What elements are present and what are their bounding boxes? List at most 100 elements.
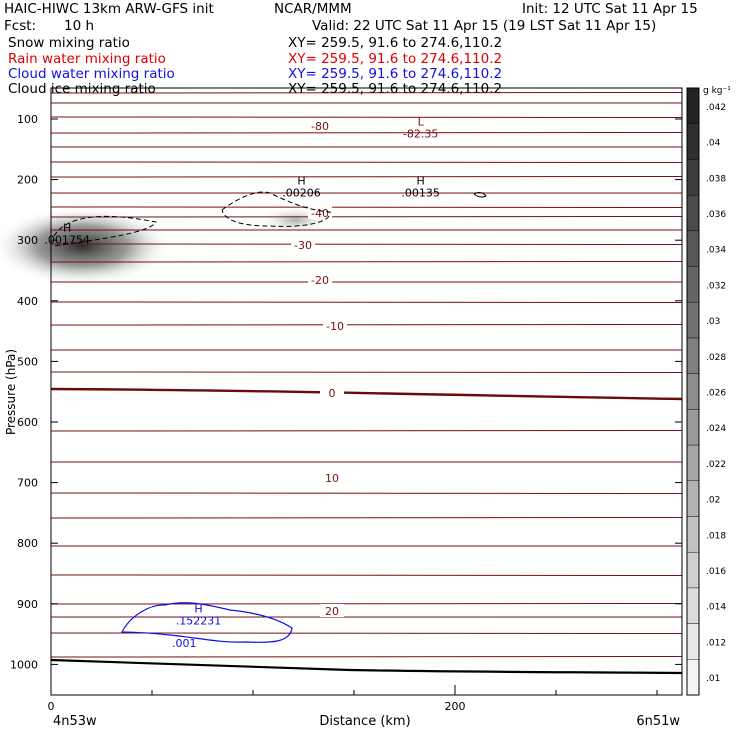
isotherm-label-bg [308, 273, 332, 286]
isotherm-line [50, 430, 683, 432]
colorbar-swatch [686, 194, 700, 232]
model-title: HAIC-HIWC 13km ARW-GFS init [4, 1, 214, 17]
colorbar-swatch [686, 659, 700, 696]
isotherm-line [50, 517, 683, 519]
isotherm-label: 0 [329, 387, 336, 400]
isotherm-label-bg [320, 471, 344, 484]
valid-time: Valid: 22 UTC Sat 11 Apr 15 (19 LST Sat … [312, 18, 657, 34]
colorbar-label: .022 [706, 460, 726, 470]
y-tick-label: 200 [17, 174, 38, 187]
colorbar-swatch [686, 409, 700, 446]
field-name-rain: Rain water mixing ratio [8, 51, 166, 67]
y-tick-label: 300 [17, 234, 38, 247]
colorbar-label: .042 [706, 103, 726, 113]
colorbar-swatch [686, 266, 700, 303]
colorbar-swatch [686, 123, 700, 160]
y-tick-label: 100 [17, 113, 38, 126]
colorbar-frame [686, 87, 700, 696]
extremum-value: .001754 [44, 233, 90, 246]
y-tick-label: 800 [17, 537, 38, 550]
high-marker: H.152231 [176, 603, 222, 628]
field-xy-rain: XY= 259.5, 91.6 to 274.6,110.2 [288, 51, 503, 67]
y-tick-label: 600 [17, 416, 38, 429]
isotherm-zero-line [50, 387, 683, 401]
isotherm-line [50, 132, 683, 134]
colorbar-swatch [686, 159, 700, 196]
snow-contour [473, 191, 487, 198]
isotherm-label: -80 [311, 120, 329, 133]
colorbar-label: .012 [706, 638, 726, 648]
forecast-hour: 10 h [64, 18, 95, 34]
field-name-cloud-water: Cloud water mixing ratio [8, 66, 175, 82]
colorbar-label: .014 [706, 603, 726, 613]
isotherm-line [50, 371, 683, 373]
isotherm-line [50, 216, 683, 218]
x-tick-label: 200 [445, 700, 466, 713]
isotherm-line [50, 176, 683, 178]
isotherm-line [50, 92, 683, 94]
low-marker: L-82.35 [403, 115, 438, 140]
org-label: NCAR/MMM [274, 1, 352, 17]
colorbar-label: .018 [706, 531, 726, 541]
high-marker: H.00135 [401, 175, 440, 200]
isotherm-label: 10 [325, 472, 339, 485]
isotherm-label-bg [323, 319, 347, 332]
y-tick-label: 700 [17, 477, 38, 490]
isotherm-label: 20 [325, 605, 339, 618]
high-marker: H.001754 [44, 221, 90, 246]
cloud-water-contour-layer: .001 [121, 602, 293, 650]
isotherm-line [50, 603, 683, 605]
isotherm-line [50, 243, 683, 245]
isotherm-label: -10 [326, 320, 344, 333]
isotherm-line [50, 161, 683, 163]
colorbar-label: .03 [706, 317, 720, 327]
surface-line [50, 658, 683, 675]
extremum-type: L [418, 115, 425, 128]
isotherm-line [50, 116, 683, 118]
field-xy-snow: XY= 259.5, 91.6 to 274.6,110.2 [288, 35, 503, 51]
y-tick-label: 900 [17, 598, 38, 611]
isotherm-line [50, 656, 683, 658]
extremum-type: H [63, 221, 71, 234]
init-time: Init: 12 UTC Sat 11 Apr 15 [522, 1, 698, 17]
isotherm-line [50, 301, 683, 303]
isotherm-line [50, 324, 683, 326]
colorbar-swatch [686, 480, 700, 517]
field-xy-cloud-water: XY= 259.5, 91.6 to 274.6,110.2 [288, 66, 503, 82]
extremum-value: .00206 [282, 187, 321, 200]
colorbar-swatch [686, 444, 700, 481]
colorbar-swatch [686, 373, 700, 410]
isotherm-line [50, 261, 683, 263]
x-right-endpoint: 6n51w [636, 714, 680, 729]
isotherm-label-bg [320, 604, 344, 617]
extremum-value: .00135 [401, 187, 440, 200]
y-tick-label: 400 [17, 295, 38, 308]
extremum-type: H [417, 175, 425, 188]
isotherm-label-bg [291, 238, 315, 251]
snow-contour-layer [53, 191, 487, 247]
colorbar-label: .02 [706, 496, 720, 506]
colorbar-unit: g kg⁻¹ [703, 86, 731, 96]
isotherm-line [50, 574, 683, 576]
colorbar-swatch [686, 230, 700, 267]
colorbar-swatch [686, 337, 700, 374]
colorbar-swatch [686, 516, 700, 553]
colorbar-label: .036 [706, 210, 726, 220]
y-tick-label: 500 [17, 355, 38, 368]
isotherm-line [50, 492, 683, 494]
colorbar-swatch [686, 587, 700, 624]
snow-contour [53, 215, 157, 247]
snow-contour [221, 191, 331, 227]
plot-frame [50, 87, 683, 696]
colorbar-label: .04 [706, 139, 721, 149]
extremum-type: H [194, 603, 202, 616]
colorbar-label: .024 [706, 424, 726, 434]
high-marker: H.00206 [282, 175, 321, 200]
extremum-value: -82.35 [403, 127, 438, 140]
snow-maximum-shading [0, 206, 172, 286]
isotherm-label-bg [308, 119, 332, 132]
field-name-snow: Snow mixing ratio [8, 35, 130, 51]
isotherm-label: -30 [294, 239, 312, 252]
isotherm-label-bg [320, 386, 344, 399]
